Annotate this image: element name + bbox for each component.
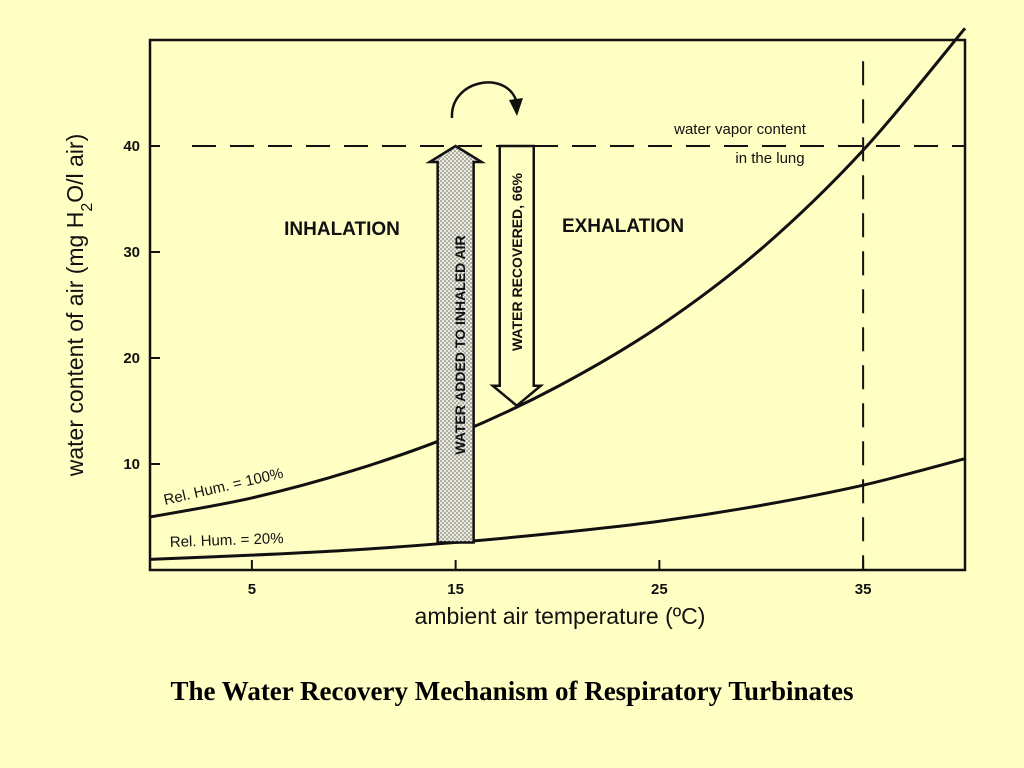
x-tick-label: 25 [651,581,668,598]
axis-ticks: 5 15 25 35 10 20 30 40 [123,138,871,598]
y-tick-label: 20 [123,350,140,367]
water-recovered-label: WATER RECOVERED, 66% [509,173,525,351]
inhalation-label: INHALATION [284,219,400,240]
y-tick-label: 10 [123,456,140,473]
water-added-arrow [425,144,487,544]
x-axis-title: ambient air temperature (ºC) [415,603,706,629]
lung-vapor-label-line1: water vapor content [673,121,807,138]
series-line-rh100 [149,27,967,519]
exhalation-label: EXHALATION [562,216,684,237]
x-tick-label: 35 [855,581,872,598]
lung-vapor-label-line2: in the lung [735,150,804,167]
water-added-label: WATER ADDED TO INHALED AIR [452,235,468,454]
series-line-rh20 [149,457,966,561]
y-tick-label: 40 [123,138,140,155]
cycle-curved-arrow-head [509,98,523,116]
water-recovery-chart: 5 15 25 35 10 20 30 40 water content of air (mg… [62,27,967,629]
x-tick-label: 5 [248,581,256,598]
y-tick-label: 30 [123,244,140,261]
slide-caption: The Water Recovery Mechanism of Respirat… [170,676,854,706]
cycle-curved-arrow [450,81,518,119]
series-label-rh20: Rel. Hum. = 20% [170,530,284,551]
water-recovered-arrow [489,144,545,408]
y-axis-title: water content of air (mg H2O/l air) [62,134,96,478]
plot-frame [148,38,967,572]
x-tick-label: 15 [447,581,464,598]
